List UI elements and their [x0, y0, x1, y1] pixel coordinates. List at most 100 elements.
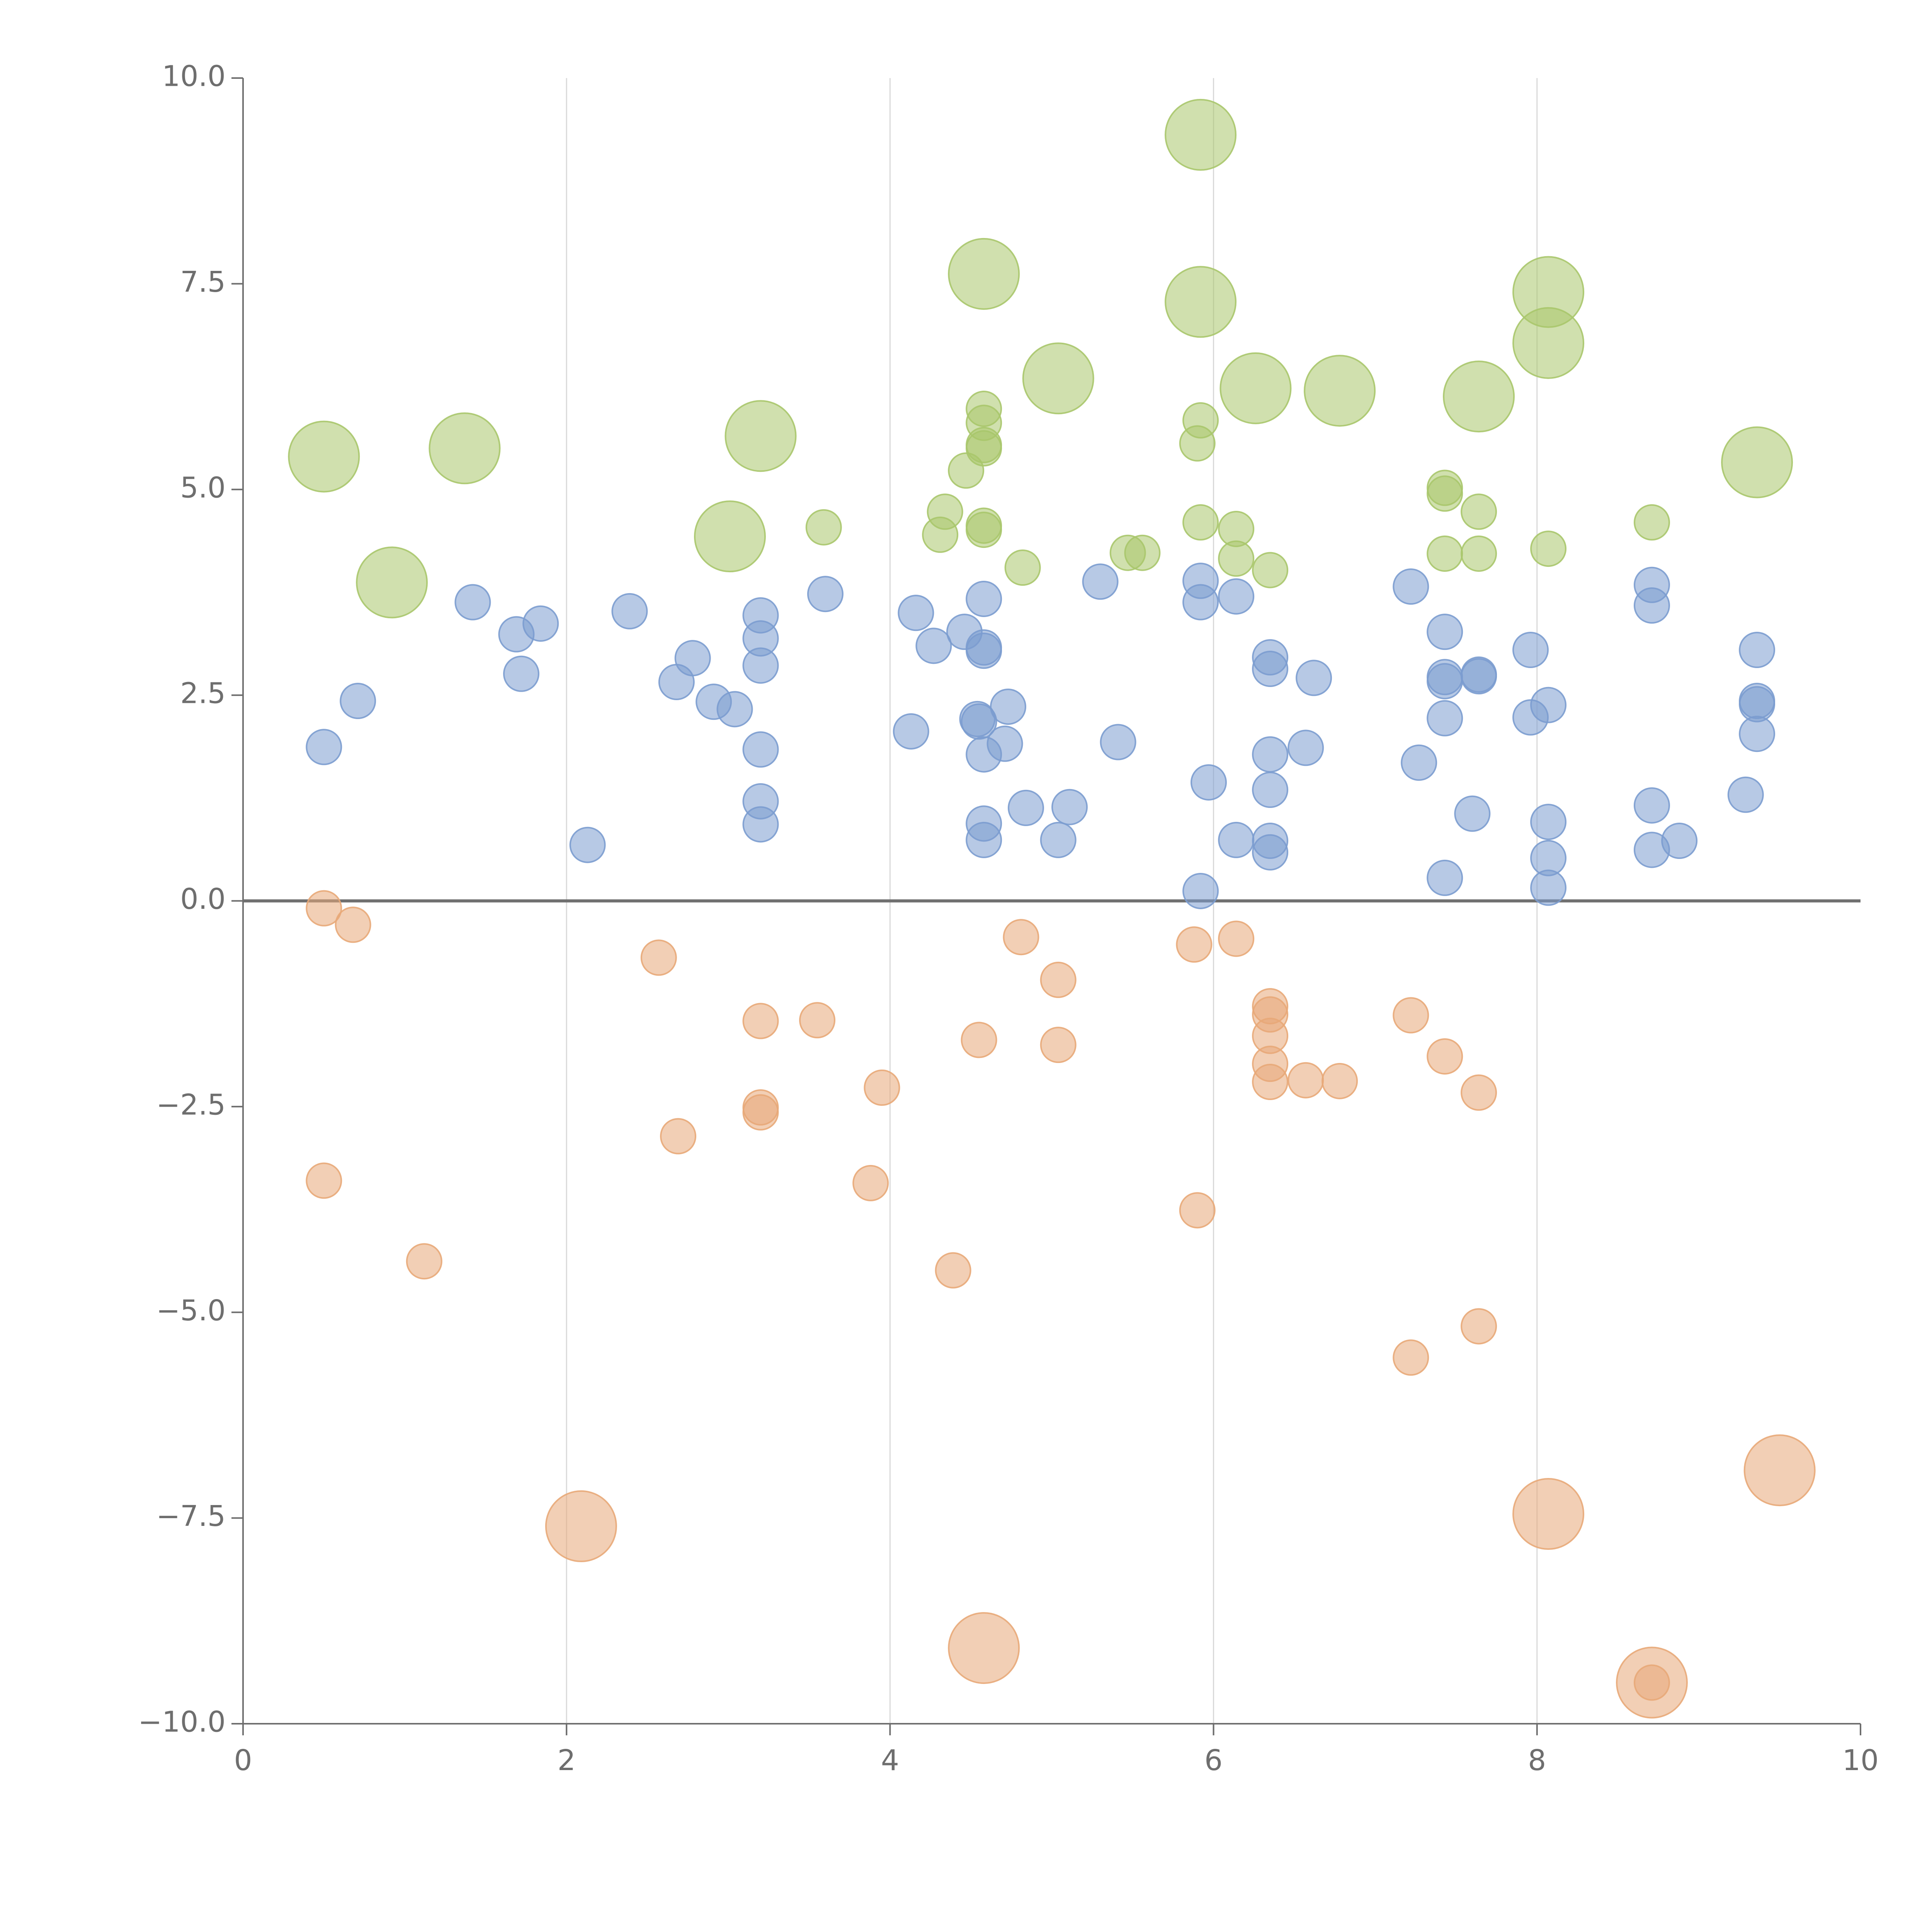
- point-green-37: [1461, 493, 1497, 530]
- point-green-0: [288, 420, 360, 493]
- x-tick-label: 8: [1528, 1744, 1546, 1777]
- point-blue-19: [893, 713, 929, 750]
- point-green-14: [1512, 307, 1585, 379]
- point-blue-49: [1252, 834, 1289, 871]
- point-blue-73: [1727, 776, 1764, 813]
- point-blue-53: [1401, 744, 1437, 781]
- point-orange-14: [961, 1022, 997, 1058]
- point-green-39: [1530, 531, 1567, 567]
- point-blue-47: [1252, 772, 1289, 808]
- point-orange-12: [864, 1069, 900, 1106]
- point-green-4: [694, 500, 766, 573]
- point-green-7: [1022, 342, 1094, 415]
- point-blue-31: [990, 688, 1026, 725]
- point-blue-74: [1739, 632, 1776, 668]
- point-orange-29: [1393, 997, 1429, 1034]
- point-orange-9: [742, 1094, 779, 1131]
- point-blue-54: [1427, 614, 1463, 650]
- point-orange-27: [1287, 1062, 1324, 1099]
- series-green: [288, 99, 1793, 619]
- point-blue-35: [1051, 789, 1088, 825]
- point-green-33: [1124, 534, 1161, 571]
- point-blue-70: [1634, 787, 1670, 824]
- point-blue-0: [306, 729, 342, 765]
- point-blue-2: [454, 584, 491, 621]
- point-blue-17: [742, 806, 779, 843]
- point-blue-1: [340, 683, 376, 719]
- point-green-31: [1252, 552, 1289, 588]
- point-blue-51: [1296, 660, 1332, 696]
- point-orange-19: [1176, 926, 1213, 963]
- point-blue-14: [742, 647, 779, 684]
- y-tick-label: −2.5: [156, 1088, 226, 1121]
- point-blue-15: [742, 731, 779, 768]
- point-blue-46: [1252, 736, 1289, 773]
- point-blue-52: [1393, 568, 1429, 605]
- point-green-24: [966, 512, 1002, 548]
- point-green-8: [1165, 99, 1237, 171]
- point-blue-21: [915, 628, 952, 664]
- point-green-9: [1165, 266, 1237, 338]
- series-orange: [306, 890, 1816, 1719]
- point-green-25: [1004, 549, 1041, 586]
- point-blue-67: [1530, 869, 1567, 906]
- point-green-38: [1461, 535, 1497, 572]
- point-blue-60: [1461, 658, 1497, 695]
- series-blue: [306, 563, 1776, 909]
- point-green-22: [922, 516, 959, 553]
- point-orange-30: [1427, 1038, 1463, 1075]
- point-blue-36: [1082, 563, 1119, 600]
- point-orange-34: [1512, 1478, 1585, 1550]
- point-orange-13: [935, 1252, 971, 1289]
- point-blue-42: [1218, 578, 1255, 615]
- point-blue-50: [1287, 730, 1324, 766]
- point-orange-16: [1003, 919, 1039, 956]
- point-blue-40: [1190, 764, 1227, 801]
- y-tick-label: −5.0: [156, 1294, 226, 1327]
- point-orange-6: [660, 1118, 697, 1155]
- point-blue-34: [1040, 821, 1077, 858]
- y-tick-label: −7.5: [156, 1500, 226, 1533]
- point-orange-2: [306, 1162, 342, 1199]
- point-blue-4: [522, 605, 559, 642]
- point-blue-7: [611, 593, 648, 629]
- point-orange-10: [799, 1002, 836, 1039]
- point-orange-21: [1218, 920, 1255, 957]
- point-green-35: [1427, 475, 1463, 512]
- y-tick-label: −10.0: [138, 1706, 226, 1739]
- point-blue-41: [1182, 872, 1219, 909]
- point-green-40: [1634, 504, 1670, 541]
- point-orange-33: [1461, 1308, 1497, 1345]
- point-blue-62: [1512, 632, 1549, 668]
- point-orange-28: [1321, 1063, 1358, 1099]
- point-blue-57: [1427, 700, 1463, 736]
- point-green-36: [1427, 535, 1463, 572]
- point-orange-17: [1040, 961, 1077, 998]
- point-blue-20: [898, 595, 934, 631]
- point-blue-30: [966, 821, 1002, 858]
- point-green-3: [724, 400, 797, 472]
- point-blue-43: [1218, 821, 1255, 858]
- y-tick-label: 10.0: [162, 60, 226, 93]
- point-orange-18: [1040, 1027, 1077, 1063]
- point-orange-0: [306, 890, 342, 927]
- point-orange-26: [1252, 1063, 1289, 1100]
- point-orange-1: [335, 906, 371, 943]
- point-blue-72: [1661, 823, 1698, 859]
- point-green-28: [1182, 504, 1219, 541]
- point-orange-5: [640, 939, 677, 976]
- y-tick-label: 5.0: [180, 471, 226, 504]
- point-green-10: [1219, 352, 1292, 424]
- point-blue-6: [569, 827, 606, 863]
- y-tick-label: 2.5: [180, 677, 226, 710]
- point-green-5: [805, 509, 842, 546]
- point-green-11: [1304, 355, 1376, 427]
- point-green-15: [1721, 426, 1793, 498]
- point-blue-37: [1100, 724, 1136, 760]
- point-blue-45: [1252, 650, 1289, 687]
- point-blue-25: [966, 580, 1002, 617]
- y-tick-label: 0.0: [180, 883, 226, 916]
- x-tick-label: 4: [881, 1744, 899, 1777]
- point-blue-64: [1530, 687, 1567, 723]
